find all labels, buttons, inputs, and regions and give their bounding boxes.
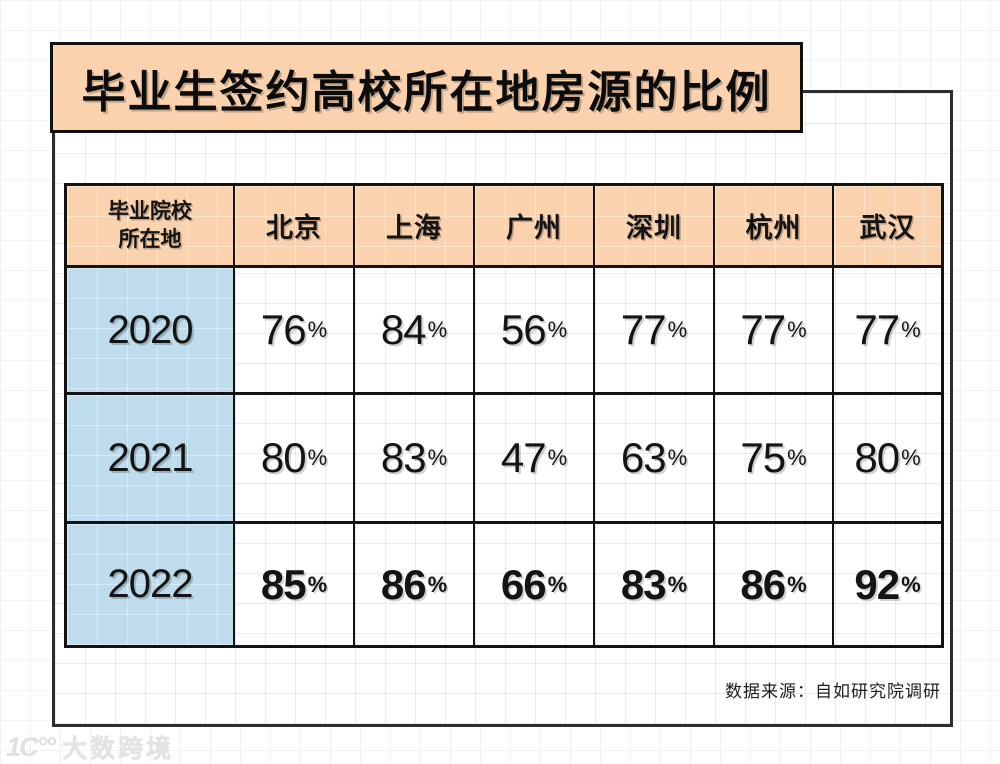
percent-sign: % [307,317,328,342]
column-header-beijing: 北京 [235,186,355,268]
percent-sign: % [547,317,568,342]
value-cell-2021-guangzhou: 47% [475,395,595,524]
brand-logo-icon: 1C°° [6,731,56,762]
percent-number: 83 [620,560,667,608]
table-corner-header: 毕业院校 所在地 [67,186,235,268]
percent-sign: % [787,571,807,597]
percent-number: 63 [620,434,667,481]
row-header-2022: 2022 [67,524,235,645]
column-header-shanghai: 上海 [355,186,475,268]
percent-number: 83 [380,434,427,481]
value-cell-2022-hangzhou: 86% [715,524,834,645]
value-cell-2020-wuhan: 77% [834,268,941,395]
percent-number: 66 [500,560,547,608]
percent-number: 80 [260,434,307,481]
value-cell-2020-shenzhen: 77% [595,268,715,395]
percent-sign: % [901,317,921,342]
value-cell-2021-beijing: 80% [235,395,355,524]
column-header-wuhan: 武汉 [834,186,941,268]
page-title: 毕业生签约高校所在地房源的比例 [81,67,772,117]
value-cell-2022-shenzhen: 83% [595,524,715,645]
percent-number: 86 [380,560,427,608]
percent-sign: % [901,571,921,597]
value-cell-2022-wuhan: 92% [834,524,941,645]
percent-sign: % [901,445,921,470]
percent-sign: % [667,317,688,342]
percent-number: 92 [854,560,900,608]
column-header-shenzhen: 深圳 [595,186,715,268]
value-cell-2022-beijing: 85% [235,524,355,645]
percent-number: 56 [500,306,547,353]
value-cell-2021-wuhan: 80% [834,395,941,524]
column-header-guangzhou: 广州 [475,186,595,268]
row-header-2021: 2021 [67,395,235,524]
percent-number: 75 [740,434,786,481]
data-table: 毕业院校 所在地 北京 上海 广州 深圳 杭州 武汉 2020 76% 84% … [64,183,944,648]
value-cell-2020-hangzhou: 77% [715,268,834,395]
percent-sign: % [787,317,807,342]
percent-sign: % [667,571,688,597]
percent-number: 76 [260,306,307,353]
percent-number: 80 [854,434,900,481]
row-header-2020: 2020 [67,268,235,395]
percent-number: 77 [854,306,900,353]
column-header-hangzhou: 杭州 [715,186,834,268]
value-cell-2021-shanghai: 83% [355,395,475,524]
value-cell-2020-shanghai: 84% [355,268,475,395]
source-note: 数据来源：自如研究院调研 [725,682,941,701]
percent-sign: % [307,571,328,597]
percent-sign: % [427,571,448,597]
percent-number: 84 [380,306,427,353]
percent-sign: % [547,571,568,597]
percent-number: 77 [740,306,786,353]
value-cell-2021-shenzhen: 63% [595,395,715,524]
percent-sign: % [787,445,807,470]
percent-number: 85 [260,560,307,608]
brand-name: 大数跨境 [62,735,175,763]
value-cell-2020-beijing: 76% [235,268,355,395]
percent-sign: % [427,445,448,470]
value-cell-2020-guangzhou: 56% [475,268,595,395]
title-banner: 毕业生签约高校所在地房源的比例 [50,42,803,133]
percent-sign: % [427,317,448,342]
percent-sign: % [307,445,328,470]
value-cell-2022-shanghai: 86% [355,524,475,645]
percent-number: 86 [740,560,786,608]
watermark: 1C°° 大数跨境 [6,729,174,764]
percent-sign: % [667,445,688,470]
value-cell-2021-hangzhou: 75% [715,395,834,524]
value-cell-2022-guangzhou: 66% [475,524,595,645]
percent-sign: % [547,445,568,470]
percent-number: 47 [500,434,547,481]
percent-number: 77 [620,306,667,353]
